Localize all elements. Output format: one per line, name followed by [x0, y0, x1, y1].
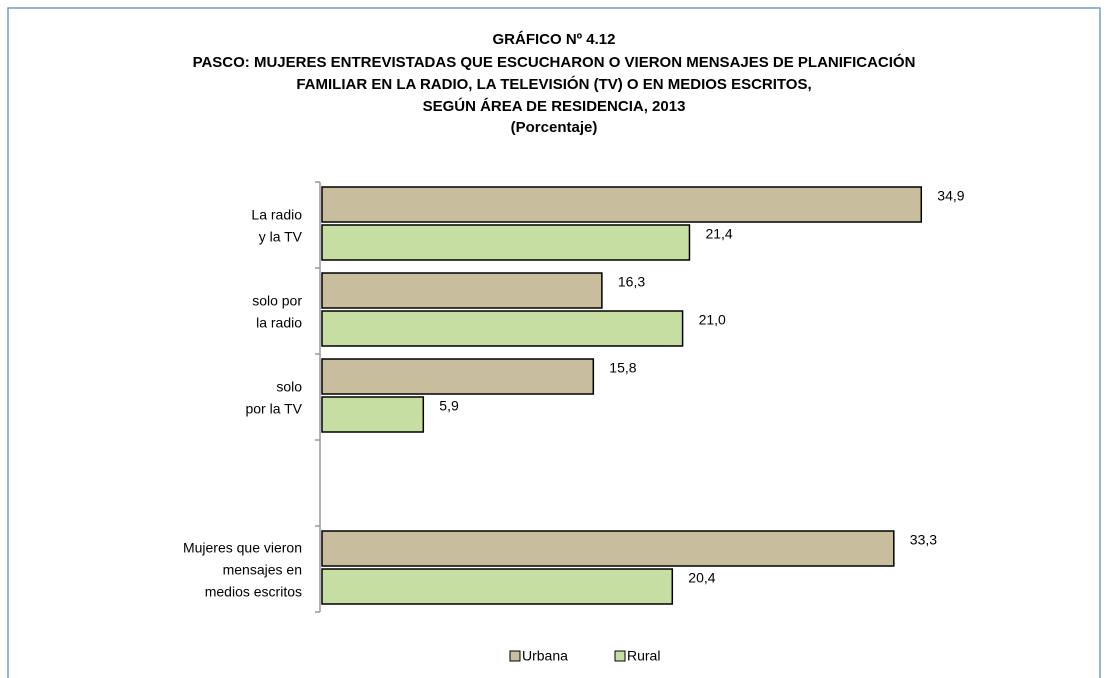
bar [321, 224, 691, 261]
frame [7, 7, 1101, 678]
chart-title: PASCO: MUJERES ENTREVISTADAS QUE ESCUCHA… [193, 53, 916, 71]
chart-title: FAMILIAR EN LA RADIO, LA TELEVISIÓN (TV)… [296, 75, 811, 93]
legend-swatch [614, 650, 626, 662]
data-label: 15,8 [609, 360, 636, 376]
y-tick-label: Mujeres que vieron [183, 540, 302, 556]
legend-swatch [509, 650, 521, 662]
bar [321, 396, 425, 433]
data-label: 16,3 [618, 274, 645, 290]
y-tick-label: medios escritos [205, 584, 302, 600]
y-tick-label: y la TV [259, 229, 303, 245]
chart-subtitle: (Porcentaje) [511, 119, 598, 136]
bar [321, 186, 923, 223]
y-tick-label: solo por [252, 293, 302, 309]
data-label: 34,9 [937, 188, 964, 204]
bar [321, 530, 895, 567]
legend-label: Urbana [522, 648, 568, 664]
legend-label: Rural [627, 648, 660, 664]
data-label: 21,0 [699, 312, 726, 328]
chart-title: SEGÚN ÁREA DE RESIDENCIA, 2013 [423, 97, 686, 115]
y-tick-label: por la TV [245, 401, 302, 417]
y-tick-label: la radio [256, 315, 302, 331]
chart-title: GRÁFICO Nº 4.12 [492, 31, 615, 48]
bar [321, 568, 674, 605]
y-tick-label: solo [276, 379, 302, 395]
data-label: 20,4 [688, 570, 715, 586]
data-label: 21,4 [705, 226, 732, 242]
bar [321, 272, 603, 309]
bar [321, 358, 595, 395]
data-label: 5,9 [439, 398, 459, 414]
data-label: 33,3 [910, 532, 937, 548]
y-tick-label: La radio [251, 207, 302, 223]
y-tick-label: mensajes en [223, 562, 302, 578]
bar [321, 310, 684, 347]
